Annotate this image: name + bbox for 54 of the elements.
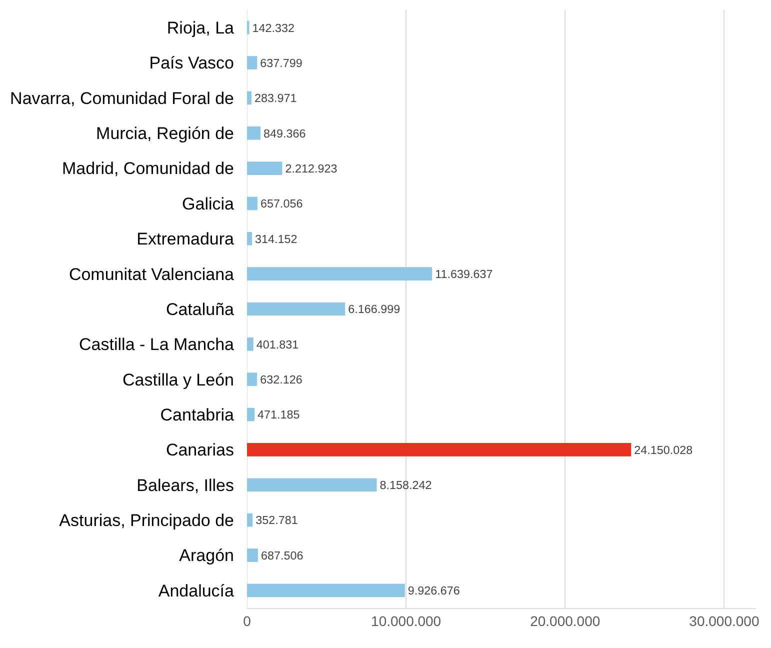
bar bbox=[247, 337, 254, 351]
data-label: 352.781 bbox=[256, 514, 298, 528]
data-label: 687.506 bbox=[260, 549, 304, 562]
y-tick-label: Balears, Illes bbox=[136, 476, 234, 495]
bar bbox=[247, 408, 254, 422]
data-label: 637.799 bbox=[260, 56, 302, 70]
x-tick-label: 10.000.000 bbox=[371, 612, 442, 629]
data-label: 283.971 bbox=[254, 92, 297, 106]
y-tick-label: Galicia bbox=[182, 194, 235, 214]
y-tick-label: Comunitat Valenciana bbox=[68, 264, 235, 284]
bar bbox=[247, 267, 432, 281]
y-tick-label: Aragón bbox=[179, 546, 234, 566]
y-tick-label: País Vasco bbox=[149, 54, 234, 73]
bar bbox=[247, 232, 252, 246]
bar bbox=[247, 126, 261, 140]
bar bbox=[247, 56, 258, 70]
data-label: 24.150.028 bbox=[634, 444, 693, 457]
y-tick-label: Castilla y León bbox=[122, 370, 234, 390]
y-tick-label: Cantabria bbox=[160, 405, 235, 424]
data-label: 142.332 bbox=[252, 22, 295, 35]
y-tick-label: Castilla - La Mancha bbox=[79, 335, 235, 354]
data-label: 11.639.637 bbox=[435, 268, 493, 282]
bar bbox=[247, 302, 346, 316]
data-label: 314.152 bbox=[255, 232, 298, 246]
x-tick-label: 30.000.000 bbox=[689, 612, 760, 629]
bar bbox=[247, 443, 632, 456]
data-label: 6.166.999 bbox=[348, 303, 400, 316]
bar bbox=[247, 196, 258, 210]
bar bbox=[247, 91, 252, 105]
y-tick-label: Andalucía bbox=[158, 581, 235, 600]
y-tick-label: Navarra, Comunidad Foral de bbox=[10, 88, 234, 108]
y-tick-label: Rioja, La bbox=[166, 18, 235, 38]
bar bbox=[247, 513, 253, 527]
x-tick-label: 0 bbox=[243, 612, 252, 629]
y-tick-label: Canarias bbox=[166, 440, 234, 460]
y-tick-label: Extremadura bbox=[136, 230, 235, 249]
y-tick-label: Cataluña bbox=[166, 300, 235, 319]
y-tick-label: Murcia, Región de bbox=[96, 124, 234, 144]
data-label: 632.126 bbox=[260, 374, 302, 387]
bar bbox=[247, 548, 258, 562]
x-tick-label: 20.000.000 bbox=[530, 612, 600, 629]
bar bbox=[247, 162, 282, 175]
y-tick-label: Asturias, Principado de bbox=[59, 511, 234, 530]
data-label: 2.212.923 bbox=[285, 162, 338, 176]
data-label: 849.366 bbox=[264, 127, 306, 140]
data-label: 9.926.676 bbox=[408, 584, 460, 598]
data-label: 8.158.242 bbox=[380, 479, 432, 492]
bar bbox=[247, 584, 405, 598]
data-label: 471.185 bbox=[257, 408, 300, 422]
data-label: 401.831 bbox=[256, 338, 299, 352]
data-label: 657.056 bbox=[260, 198, 303, 211]
y-tick-label: Madrid, Comunidad de bbox=[62, 159, 234, 178]
bar bbox=[247, 478, 377, 492]
bar bbox=[247, 372, 258, 386]
